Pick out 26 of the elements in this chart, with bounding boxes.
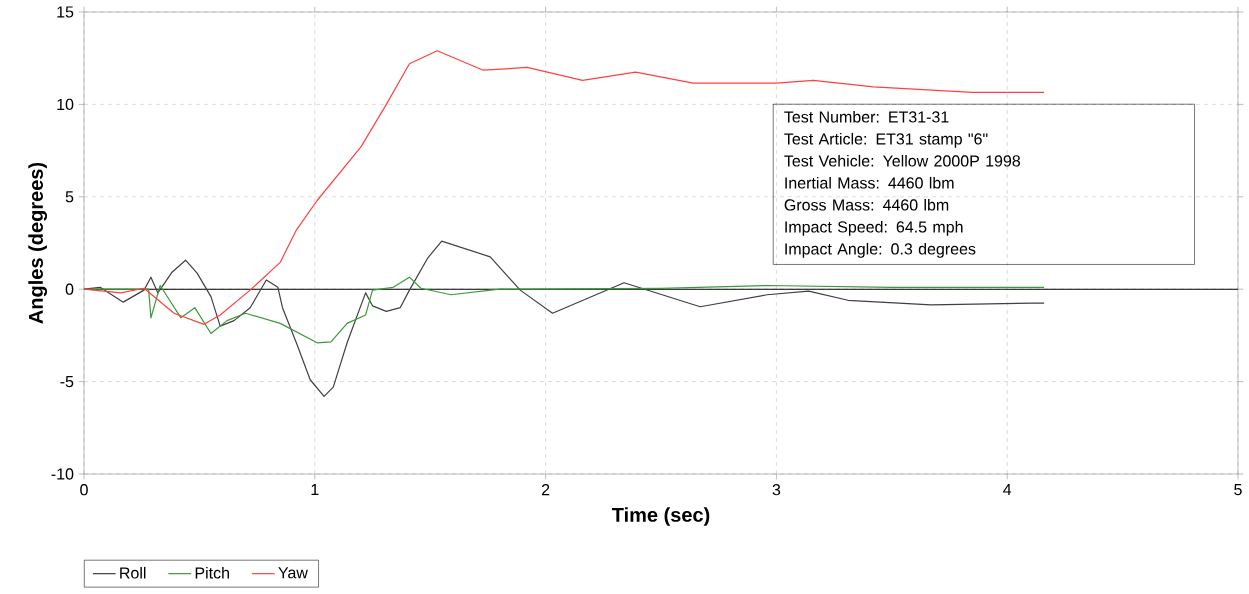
annotation: Test Vehicle: Yellow 2000P 1998 <box>784 154 1021 167</box>
y-tick-label: 0 <box>65 283 74 295</box>
annotation: Test Number: ET31-31 <box>784 110 949 123</box>
legend-label: Roll <box>120 566 146 579</box>
x-tick-label: 0 <box>80 484 88 496</box>
annotation: Gross Mass: 4460 lbm <box>784 198 949 211</box>
annotation: Test Article: ET31 stamp "6" <box>784 132 988 148</box>
line-series <box>83 240 1045 397</box>
y-axis-title: Angles (degrees) <box>28 162 48 324</box>
y-tick-label: 15 <box>57 6 74 18</box>
legend-label: Pitch <box>195 566 229 579</box>
x-tick-label: 2 <box>541 484 550 496</box>
y-tick-label: -5 <box>60 376 74 388</box>
x-tick-label: 3 <box>772 484 781 496</box>
line-series <box>83 50 1045 325</box>
annotation: Impact Angle: 0.3 degrees <box>785 242 976 258</box>
annotation: Impact Speed: 64.5 mph <box>785 220 963 236</box>
annotation: Inertial Mass: 4460 lbm <box>785 176 954 189</box>
legend-label: Yaw <box>278 567 308 579</box>
x-axis-title: Time (sec) <box>611 507 710 526</box>
x-tick-label: 5 <box>1234 484 1242 496</box>
y-tick-label: -10 <box>51 468 74 480</box>
y-tick-label: 5 <box>65 191 74 203</box>
x-tick-label: 1 <box>311 484 319 496</box>
x-tick-label: 4 <box>1003 484 1012 496</box>
y-tick-label: 10 <box>57 98 74 111</box>
